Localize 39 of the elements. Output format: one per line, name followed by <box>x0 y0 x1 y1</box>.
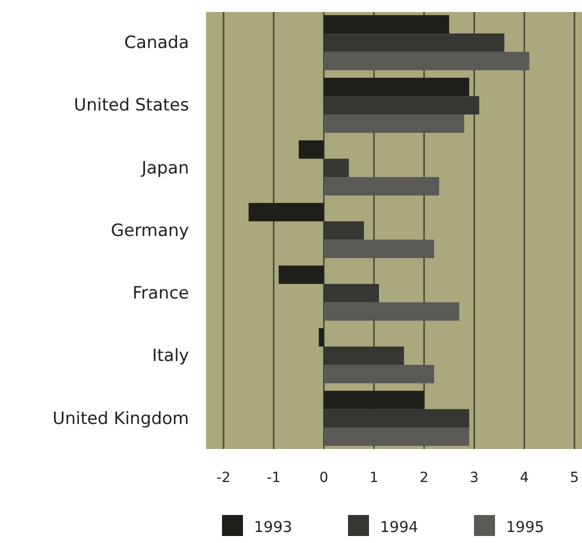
y-tick-label: United States <box>74 96 190 116</box>
y-tick-label: Italy <box>152 346 189 366</box>
y-tick-label: Japan <box>140 158 189 178</box>
bar <box>324 15 450 34</box>
y-tick-label: France <box>132 284 189 304</box>
legend-label: 1995 <box>506 518 544 536</box>
bar <box>324 96 480 114</box>
bar <box>324 364 434 384</box>
bar <box>324 78 470 96</box>
bar <box>324 428 470 446</box>
bar <box>318 328 324 347</box>
bar <box>248 202 324 222</box>
bar <box>324 390 424 410</box>
x-tick-label: 4 <box>520 470 529 486</box>
x-tick-label: 1 <box>369 470 378 486</box>
legend-label: 1994 <box>380 518 418 536</box>
x-tick-label: 3 <box>470 470 479 486</box>
y-tick-label: United Kingdom <box>52 408 189 429</box>
bar <box>324 221 364 240</box>
bar <box>324 409 470 428</box>
x-tick-label: -2 <box>216 470 231 486</box>
y-tick-label: Germany <box>110 220 189 241</box>
bar <box>298 140 324 159</box>
x-tick-label: 2 <box>420 470 429 486</box>
legend-label: 1993 <box>254 518 292 536</box>
bar <box>324 346 404 365</box>
x-tick-label: -1 <box>266 470 281 486</box>
x-tick-label: 5 <box>570 470 579 486</box>
bar <box>324 302 460 321</box>
bar <box>324 158 349 178</box>
bar <box>324 177 440 196</box>
y-tick-label: Canada <box>124 33 189 54</box>
bar <box>324 52 530 70</box>
bar <box>324 240 434 258</box>
bar <box>324 114 464 133</box>
bar <box>278 266 324 284</box>
x-tick-label: 0 <box>319 470 328 486</box>
bar <box>324 33 504 52</box>
bar <box>324 284 379 302</box>
